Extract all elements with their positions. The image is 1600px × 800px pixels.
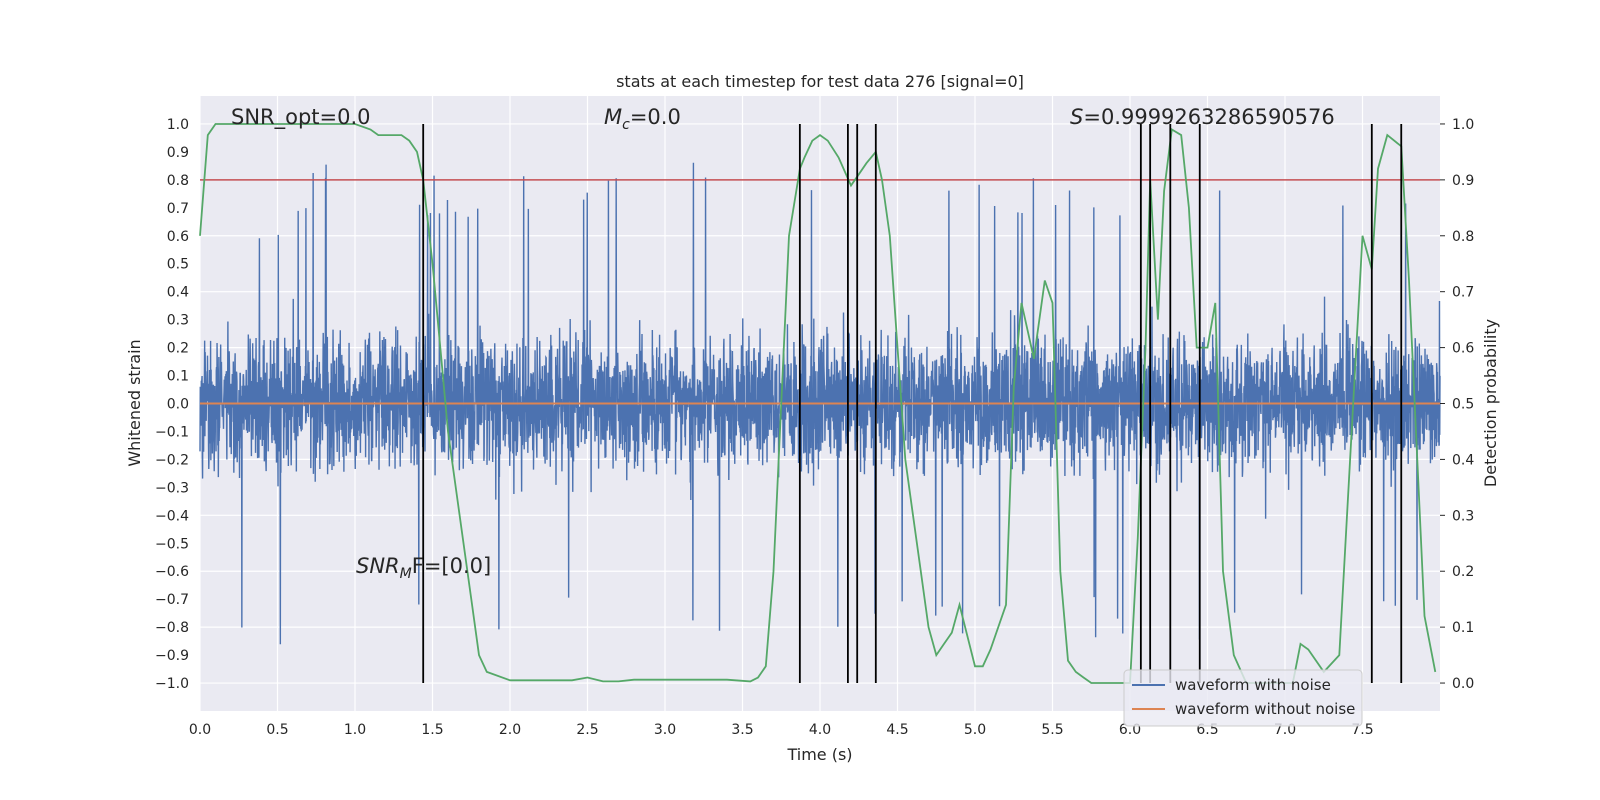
y-tick-label: 0.9 xyxy=(167,145,189,161)
y2-tick-label: 0.1 xyxy=(1452,620,1474,636)
y2-tick-label: 0.3 xyxy=(1452,508,1474,524)
y-tick-label: −0.1 xyxy=(155,424,189,440)
y-tick-label: −0.4 xyxy=(155,508,189,524)
legend-label-noise: waveform with noise xyxy=(1175,676,1331,694)
y2-tick-label: 0.6 xyxy=(1452,341,1474,357)
x-tick-label: 0.0 xyxy=(189,722,211,738)
legend-label-clean: waveform without noise xyxy=(1175,700,1355,718)
y2-tick-label: 0.4 xyxy=(1452,452,1474,468)
snr-mf-value: F=[0.0] xyxy=(412,554,491,578)
mc-symbol: M xyxy=(604,105,622,129)
waveform-with-noise-line xyxy=(199,162,1441,645)
y2-tick-label: 0.8 xyxy=(1452,229,1474,245)
series-waveform-with-noise xyxy=(199,162,1441,645)
y2-tick-label: 1.0 xyxy=(1452,117,1474,133)
y-tick-label: 0.4 xyxy=(167,285,189,301)
legend-box xyxy=(1123,669,1363,727)
series-detection-probability xyxy=(199,123,1437,684)
y2-axis-label: Detection probability xyxy=(1481,319,1500,487)
x-tick-label: 4.0 xyxy=(809,722,831,738)
x-tick-label: 4.5 xyxy=(886,722,908,738)
y2-tick-labels: 1.0 0.9 0.8 0.7 0.6 0.5 0.4 0.3 0.2 0.1 0.0 xyxy=(1440,117,1474,692)
chart-title: stats at each timestep for test data 276… xyxy=(616,72,1024,91)
y2-tick-label: 0.9 xyxy=(1452,173,1474,189)
snr-opt-annotation: SNR_opt=0.0 xyxy=(231,105,371,130)
x-tick-label: 5.5 xyxy=(1041,722,1063,738)
x-tick-label: 1.5 xyxy=(421,722,443,738)
y-tick-label: 0.1 xyxy=(167,369,189,385)
x-tick-label: 2.5 xyxy=(576,722,598,738)
vertical-markers xyxy=(422,123,1403,684)
y-tick-label: −0.2 xyxy=(155,452,189,468)
mc-value: =0.0 xyxy=(630,105,681,129)
y-tick-label: 0.3 xyxy=(167,313,189,329)
s-annotation: S=0.9999263286590576 xyxy=(1070,105,1335,129)
s-symbol: S xyxy=(1070,105,1083,129)
y-tick-label: 0.0 xyxy=(167,397,189,413)
y-tick-label: −0.3 xyxy=(155,480,189,496)
x-tick-label: 5.0 xyxy=(964,722,986,738)
y-tick-label: −1.0 xyxy=(155,676,189,692)
mc-annotation: Mc=0.0 xyxy=(604,105,681,133)
snr-mf-symbol: SNR xyxy=(356,554,400,578)
y-tick-label: −0.6 xyxy=(155,564,189,580)
y-tick-label: 0.7 xyxy=(167,201,189,217)
y-tick-labels: 1.0 0.9 0.8 0.7 0.6 0.5 0.4 0.3 0.2 0.1 0.0 −0.1 −0.… xyxy=(155,117,189,692)
y2-tick-label: 0.7 xyxy=(1452,285,1474,301)
x-tick-labels: 0.0 0.5 1.0 1.5 2.0 2.5 3.0 3.5 4.0 4.5 5.0 5.5 6.0 6… xyxy=(189,722,1374,738)
y-axis-label: Whitened strain xyxy=(125,339,144,466)
y-tick-label: −0.8 xyxy=(155,620,189,636)
y2-tick-label: 0.2 xyxy=(1452,564,1474,580)
y-tick-label: −0.7 xyxy=(155,592,189,608)
snr-mf-subscript: M xyxy=(400,566,412,582)
x-tick-label: 3.0 xyxy=(654,722,676,738)
s-value: =0.9999263286590576 xyxy=(1083,105,1334,129)
mc-subscript: c xyxy=(622,117,630,133)
y-tick-label: −0.9 xyxy=(155,648,189,664)
y2-tick-label: 0.5 xyxy=(1452,397,1474,413)
x-tick-label: 3.5 xyxy=(731,722,753,738)
y-tick-label: 0.2 xyxy=(167,341,189,357)
snr-mf-annotation: SNRMF=[0.0] xyxy=(356,554,491,582)
x-tick-label: 2.0 xyxy=(499,722,521,738)
y-tick-label: 0.8 xyxy=(167,173,189,189)
y-tick-label: 1.0 xyxy=(167,117,189,133)
y-tick-label: −0.5 xyxy=(155,536,189,552)
y2-tick-label: 0.0 xyxy=(1452,676,1474,692)
x-axis-label: Time (s) xyxy=(786,745,852,764)
legend: waveform with noise waveform without noi… xyxy=(1123,669,1363,727)
detection-probability-line xyxy=(199,123,1437,684)
x-tick-label: 0.5 xyxy=(266,722,288,738)
y-tick-label: 0.6 xyxy=(167,229,189,245)
x-tick-label: 1.0 xyxy=(344,722,366,738)
y-tick-label: 0.5 xyxy=(167,257,189,273)
